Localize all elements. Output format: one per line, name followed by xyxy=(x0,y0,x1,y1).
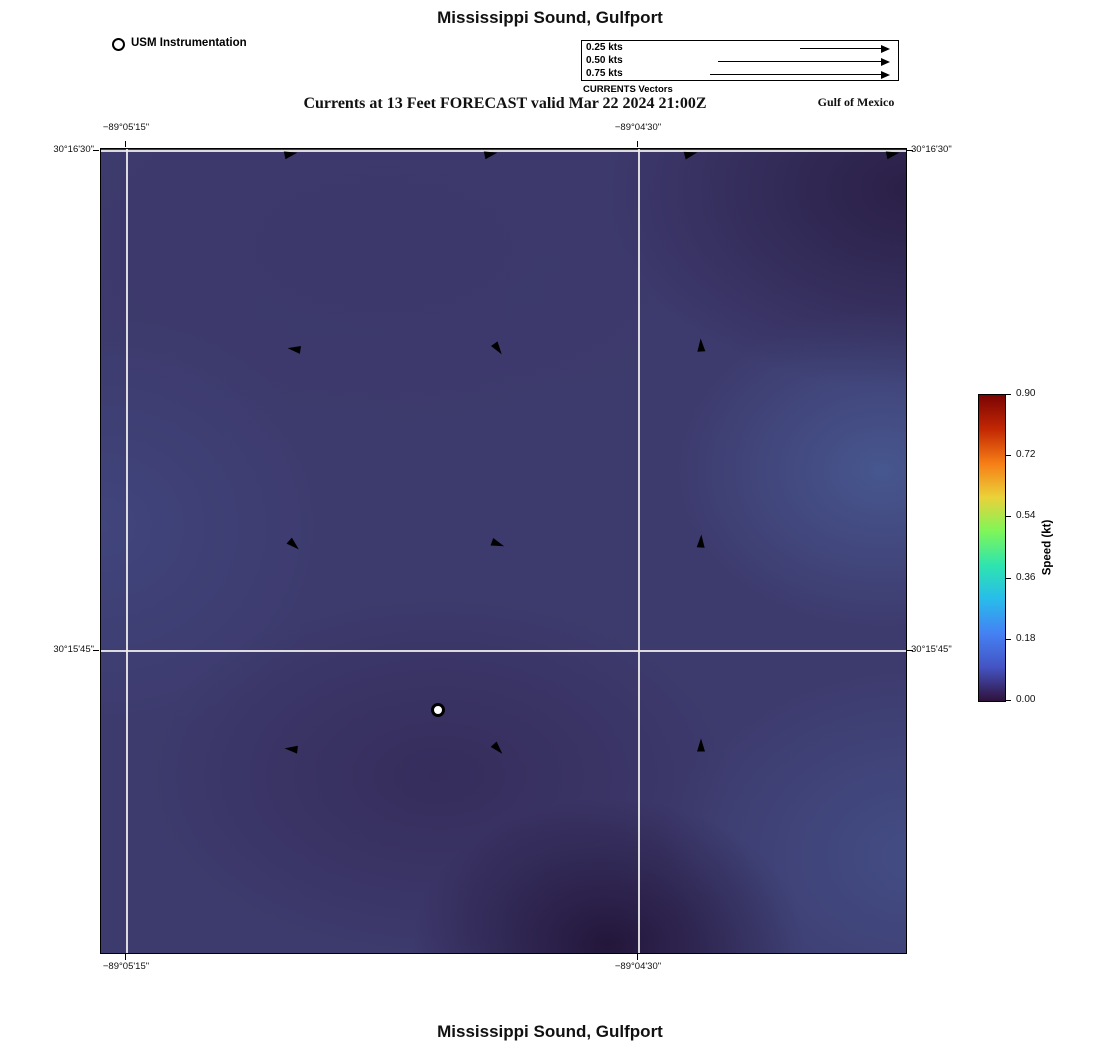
vector-legend-row: 0.50 kts xyxy=(582,55,898,68)
colorbar-ticks: 0.90 0.72 0.54 0.36 0.18 0.00 xyxy=(1006,388,1066,705)
colorbar-tick xyxy=(1006,455,1011,457)
vector-legend-label: 0.75 kts xyxy=(586,68,623,79)
axis-tick xyxy=(637,954,638,960)
speed-field xyxy=(101,149,906,953)
usm-station-marker xyxy=(431,703,446,718)
vector-legend-arrow-icon xyxy=(710,70,890,79)
current-vector-icon xyxy=(683,149,699,160)
current-vector-icon xyxy=(283,149,299,160)
colorbar-tick-label: 0.18 xyxy=(1016,632,1036,644)
y-tick-label-right-north: 30°16'30" xyxy=(911,144,952,155)
instrumentation-label: USM Instrumentation xyxy=(131,37,247,49)
colorbar-tick xyxy=(1006,394,1011,395)
colorbar-gradient xyxy=(979,395,1005,701)
current-speed-map xyxy=(100,148,907,954)
vector-legend-arrow-icon xyxy=(800,44,890,53)
axis-tick xyxy=(125,141,126,147)
colorbar-tick xyxy=(1006,700,1011,701)
current-vector-icon xyxy=(885,149,901,160)
current-vector-icon xyxy=(284,744,298,754)
colorbar-tick xyxy=(1006,577,1011,579)
axis-tick xyxy=(907,650,913,651)
x-tick-label-top-west: −89°05'15" xyxy=(102,122,150,133)
axis-tick xyxy=(93,650,99,651)
axis-tick xyxy=(907,150,913,151)
vector-legend-row: 0.75 kts xyxy=(582,68,898,81)
y-tick-label-left-south: 30°15'45" xyxy=(53,644,94,655)
station-circle-icon xyxy=(112,38,125,51)
axis-tick xyxy=(637,141,638,147)
vector-legend-rows: 0.25 kts 0.50 kts 0.75 kts xyxy=(582,42,898,80)
vector-legend-label: 0.25 kts xyxy=(586,42,623,53)
vector-legend-row: 0.25 kts xyxy=(582,42,898,55)
gridline-vertical-east xyxy=(638,149,640,953)
colorbar-tick-label: 0.00 xyxy=(1016,694,1036,705)
figure-title: Mississippi Sound, Gulfport xyxy=(437,8,663,27)
colorbar-tick xyxy=(1006,638,1011,640)
current-vector-icon xyxy=(490,741,506,757)
colorbar-label: Speed (kt) xyxy=(1041,519,1054,576)
current-vector-icon xyxy=(696,534,706,549)
gridline-horizontal-south xyxy=(101,650,906,652)
y-tick-label-right-south: 30°15'45" xyxy=(911,644,952,655)
current-vectors-layer xyxy=(101,149,906,953)
current-vector-icon xyxy=(287,344,302,355)
current-vector-icon xyxy=(490,537,506,550)
x-tick-label-bottom-west: −89°05'15" xyxy=(102,961,150,972)
gridline-vertical-west xyxy=(126,149,128,953)
current-vector-icon xyxy=(286,538,302,553)
current-vector-icon xyxy=(490,341,505,357)
vector-legend-label: 0.50 kts xyxy=(586,55,623,66)
region-label: Gulf of Mexico xyxy=(817,95,895,109)
gridline-horizontal-north xyxy=(101,150,906,152)
colorbar-tick-label: 0.54 xyxy=(1016,510,1036,522)
colorbar-tick-label: 0.72 xyxy=(1016,449,1036,461)
colorbar-tick xyxy=(1006,516,1011,518)
x-tick-label-bottom-east: −89°04'30" xyxy=(614,961,662,972)
current-vector-icon xyxy=(696,738,705,752)
vector-legend-arrow-icon xyxy=(718,57,890,66)
colorbar-tick-label: 0.90 xyxy=(1016,388,1036,399)
forecast-subtitle: Currents at 13 Feet FORECAST valid Mar 2… xyxy=(303,95,707,112)
vector-legend-caption: CURRENTS Vectors xyxy=(583,84,673,95)
bottom-title: Mississippi Sound, Gulfport xyxy=(437,1022,663,1041)
vector-scale-legend: 0.25 kts 0.50 kts 0.75 kts xyxy=(581,40,899,81)
y-tick-label-left-north: 30°16'30" xyxy=(53,144,94,155)
axis-tick xyxy=(125,954,126,960)
colorbar-tick-label: 0.36 xyxy=(1016,571,1036,583)
current-vector-icon xyxy=(696,338,706,352)
x-tick-label-top-east: −89°04'30" xyxy=(614,122,662,133)
axis-tick xyxy=(93,150,99,151)
current-vector-icon xyxy=(483,149,498,160)
colorbar xyxy=(978,394,1006,702)
